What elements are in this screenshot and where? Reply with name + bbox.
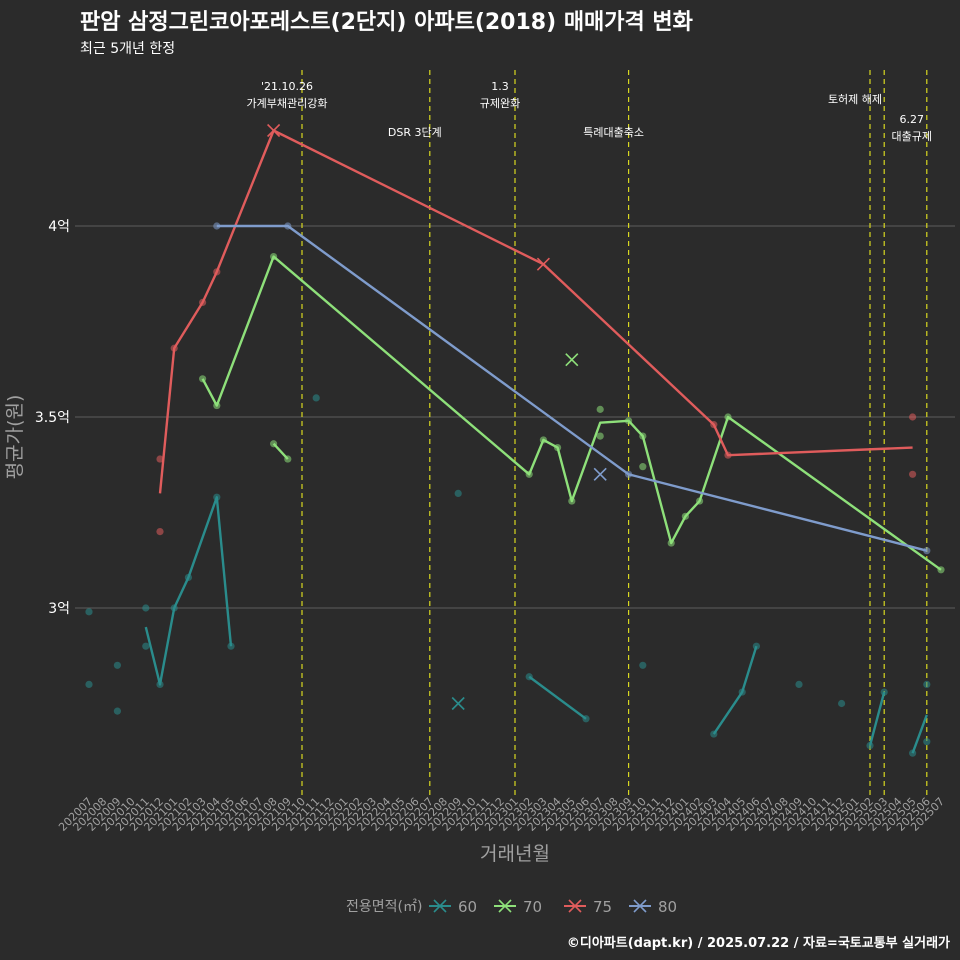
event-label: 특례대출축소 bbox=[583, 126, 644, 139]
event-label: DSR 3단계 bbox=[388, 126, 442, 139]
data-point bbox=[909, 470, 917, 478]
y-tick-label: 3억 bbox=[48, 601, 70, 617]
chart-title: 판암 삼정그린코아포레스트(2단지) 아파트(2018) 매매가격 변화 bbox=[80, 10, 693, 35]
series-line bbox=[201, 255, 942, 571]
data-point bbox=[213, 222, 221, 230]
event-label: 가계부채관리강화 bbox=[247, 97, 328, 110]
series-line bbox=[911, 714, 928, 754]
legend-label: 70 bbox=[523, 898, 542, 916]
legend-key-icon bbox=[568, 899, 582, 913]
legend-key-icon bbox=[633, 899, 647, 913]
y-tick-label: 4억 bbox=[48, 219, 70, 235]
series-line bbox=[712, 645, 758, 735]
x-axis-label: 거래년월 bbox=[480, 843, 550, 865]
chart-subtitle: 최근 5개년 한정 bbox=[80, 41, 175, 57]
cancelled-marker bbox=[451, 696, 465, 711]
axis-layer: 3억3.5억4억20200720200820200920201020201120… bbox=[35, 219, 947, 834]
data-point bbox=[156, 455, 164, 463]
legend-item-75: 75 bbox=[564, 898, 612, 916]
data-point bbox=[113, 661, 121, 669]
event-label: 대출규제 bbox=[892, 130, 932, 143]
event-date-label: 6.27 bbox=[900, 113, 925, 126]
series-60 bbox=[85, 394, 931, 757]
series-line bbox=[272, 442, 289, 460]
data-point bbox=[85, 680, 93, 689]
cancelled-marker bbox=[267, 123, 281, 138]
data-point bbox=[923, 547, 931, 555]
data-point bbox=[227, 642, 235, 650]
data-point bbox=[142, 604, 150, 612]
legend-key-icon bbox=[498, 899, 512, 913]
legend-label: 60 bbox=[458, 898, 477, 916]
y-axis-label: 평균가(원) bbox=[4, 395, 26, 480]
series-line bbox=[144, 496, 233, 686]
legend-key-icon bbox=[433, 899, 447, 913]
data-point bbox=[639, 463, 647, 471]
series-line bbox=[868, 691, 886, 746]
series-75 bbox=[156, 123, 917, 536]
cancelled-marker bbox=[565, 353, 579, 367]
data-point bbox=[909, 413, 917, 421]
data-point bbox=[312, 394, 320, 402]
cancelled-marker bbox=[593, 467, 607, 481]
series-line bbox=[528, 675, 587, 720]
data-point bbox=[113, 707, 121, 715]
data-point bbox=[795, 680, 803, 689]
data-point bbox=[596, 405, 604, 413]
event-label: 토허제 해제 bbox=[828, 92, 882, 106]
cancelled-marker bbox=[536, 257, 550, 271]
data-point bbox=[156, 528, 164, 536]
legend-label: 75 bbox=[593, 898, 612, 916]
data-point bbox=[85, 608, 93, 616]
series-70 bbox=[199, 252, 945, 574]
data-point bbox=[923, 680, 931, 689]
event-label: 규제완화 bbox=[480, 97, 520, 110]
data-point bbox=[142, 642, 150, 650]
data-point bbox=[923, 738, 931, 746]
event-date-label: 1.3 bbox=[491, 80, 509, 93]
legend-item-60: 60 bbox=[429, 898, 477, 916]
data-point bbox=[454, 489, 462, 497]
legend-title: 전용면적(㎡) bbox=[346, 899, 422, 915]
legend-label: 80 bbox=[658, 898, 677, 916]
data-point bbox=[596, 432, 604, 440]
data-point bbox=[639, 661, 647, 669]
series-layer bbox=[85, 123, 945, 757]
y-tick-label: 3.5억 bbox=[35, 410, 70, 426]
legend: 전용면적(㎡) 60 70 75 80 bbox=[346, 898, 677, 916]
event-date-label: '21.10.26 bbox=[261, 80, 313, 93]
credit-text: ©디아파트(dapt.kr) / 2025.07.22 / 자료=국토교통부 실… bbox=[567, 935, 950, 951]
legend-item-80: 80 bbox=[629, 898, 677, 916]
series-line bbox=[158, 129, 913, 494]
legend-item-70: 70 bbox=[494, 898, 542, 916]
data-point bbox=[838, 699, 846, 708]
series-80 bbox=[213, 222, 931, 555]
series-line bbox=[216, 224, 928, 552]
